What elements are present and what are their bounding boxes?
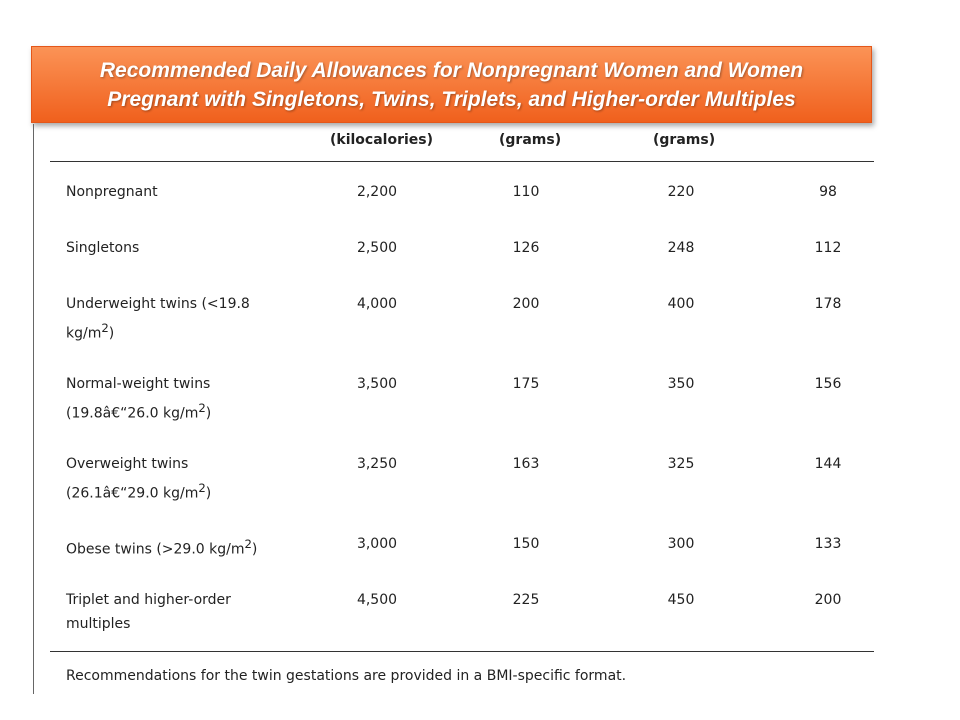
row-label: Underweight twins (<19.8 kg/m2) [66,296,250,342]
cell-kilocalories: 3,500 [356,376,398,392]
row-label: Triplet and higher-order multiples [66,592,231,632]
cell-value-4: 98 [819,184,837,200]
cell-grams-2: 248 [667,240,695,256]
cell-kilocalories: 2,200 [356,184,398,200]
cell-value-4: 200 [814,592,842,608]
header-kilocalories: (kilocalories) [330,132,434,148]
row-label: Overweight twins (26.1â€“29.0 kg/m2) [66,456,212,502]
cell-value-4: 133 [814,536,842,552]
cell-kilocalories: 4,500 [356,592,398,608]
cell-grams-2: 400 [667,296,695,312]
table-bottom-divider [50,651,874,652]
cell-grams-1: 110 [512,184,540,200]
row-label: Obese twins (>29.0 kg/m2) [66,537,258,558]
cell-grams-1: 225 [512,592,540,608]
cell-kilocalories: 3,000 [356,536,398,552]
title-banner: Recommended Daily Allowances for Nonpreg… [31,46,872,123]
title-line-2: Pregnant with Singletons, Twins, Triplet… [107,87,796,111]
row-label: Normal-weight twins (19.8â€“26.0 kg/m2) [66,376,212,422]
cell-grams-1: 126 [512,240,540,256]
header-divider [50,161,874,162]
title-line-1: Recommended Daily Allowances for Nonpreg… [99,58,804,82]
cell-grams-2: 350 [667,376,695,392]
cell-grams-1: 200 [512,296,540,312]
cell-grams-1: 150 [512,536,540,552]
cell-value-4: 178 [814,296,842,312]
cell-value-4: 156 [814,376,842,392]
cell-grams-1: 163 [512,456,540,472]
cell-kilocalories: 3,250 [356,456,398,472]
cell-grams-2: 450 [667,592,695,608]
cell-value-4: 112 [814,240,842,256]
cell-kilocalories: 2,500 [356,240,398,256]
header-grams-1: (grams) [499,132,562,148]
cell-kilocalories: 4,000 [356,296,398,312]
row-label: Singletons [66,240,140,256]
cell-grams-2: 325 [667,456,695,472]
row-label: Nonpregnant [66,184,158,200]
header-grams-2: (grams) [653,132,716,148]
left-border-line [33,124,34,694]
cell-grams-2: 220 [667,184,695,200]
cell-grams-2: 300 [667,536,695,552]
cell-value-4: 144 [814,456,842,472]
footnote: Recommendations for the twin gestations … [66,668,627,684]
cell-grams-1: 175 [512,376,540,392]
